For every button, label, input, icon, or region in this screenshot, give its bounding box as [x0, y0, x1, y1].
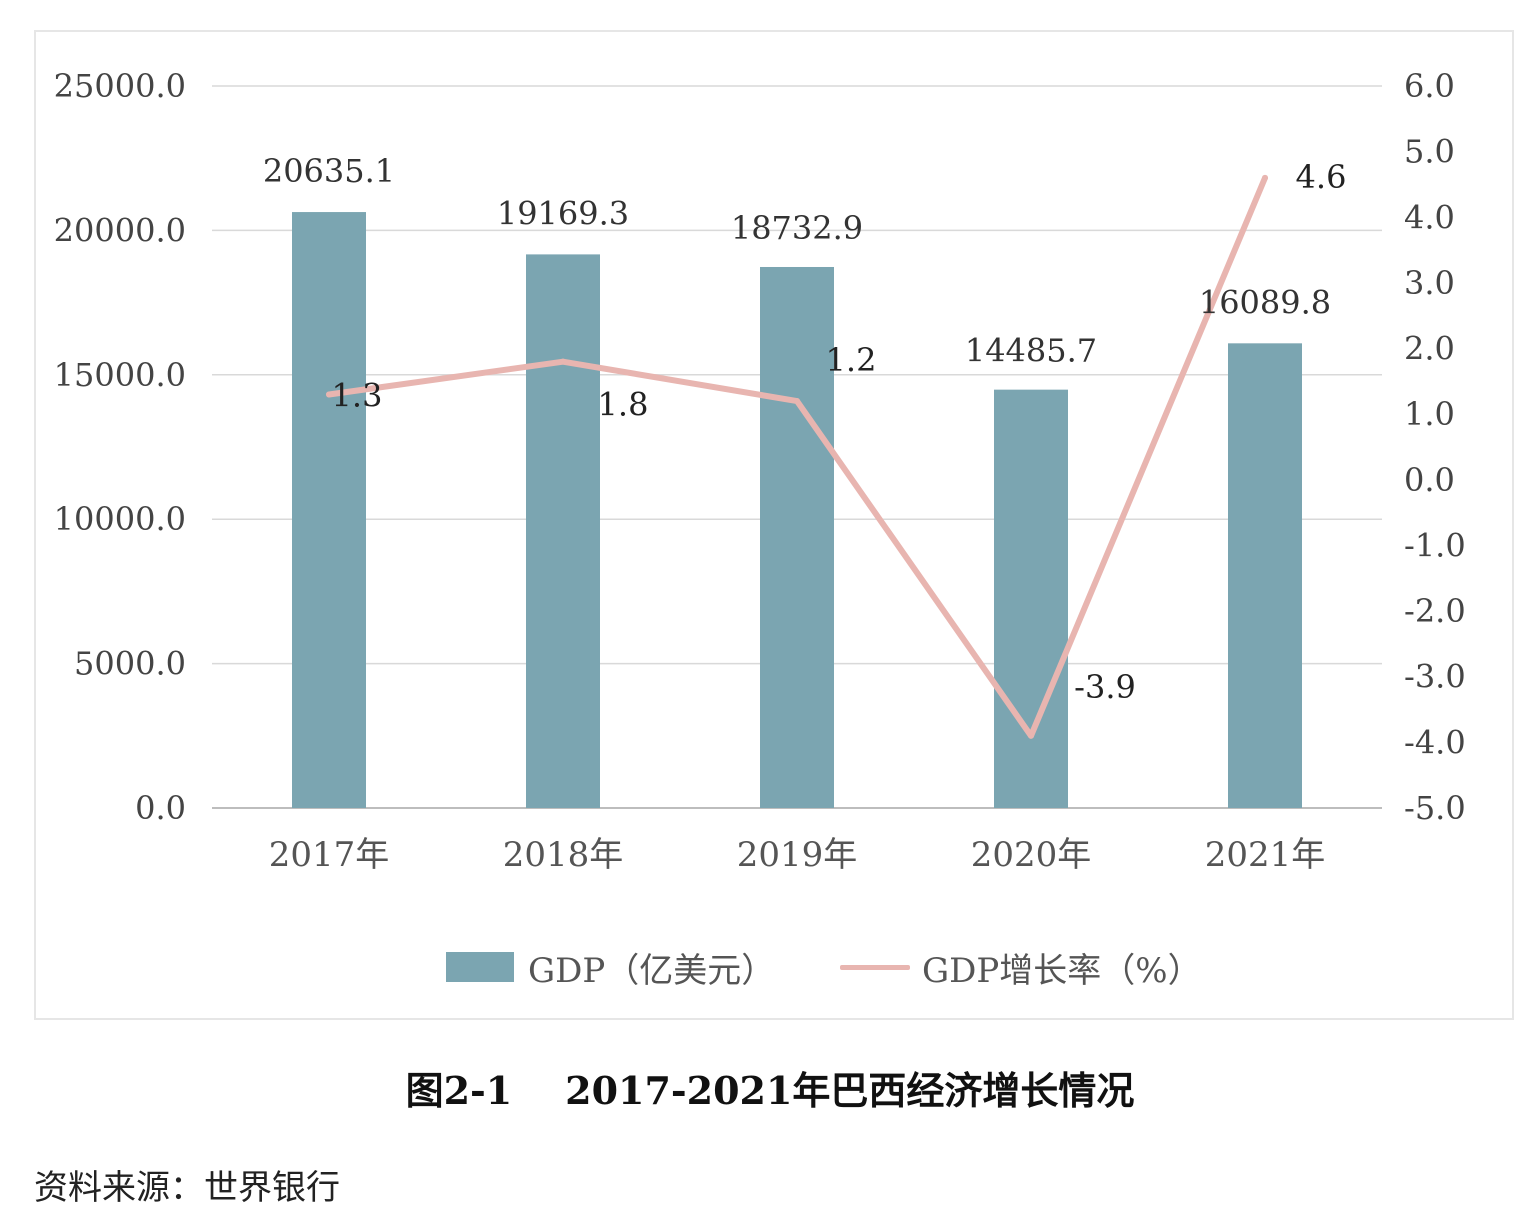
y-right-tick-label: 5.0: [1404, 133, 1455, 171]
bar-data-label: 16089.8: [1199, 283, 1331, 321]
bar-gdp: [994, 389, 1068, 808]
bar-data-label: 14485.7: [965, 332, 1097, 370]
x-tick-label: 2021年: [1205, 835, 1326, 875]
line-point-growth-rate: [1028, 732, 1034, 739]
bar-gdp: [1228, 343, 1302, 808]
y-left-tick-label: 0.0: [135, 789, 186, 827]
bar-gdp: [760, 266, 834, 808]
x-tick-label: 2020年: [971, 835, 1092, 875]
y-right-tick-label: -2.0: [1404, 592, 1466, 630]
x-tick-label: 2018年: [503, 835, 624, 875]
line-data-label: 1.8: [598, 386, 649, 424]
legend-swatch-gdp: [446, 952, 514, 982]
y-left-tick-label: 25000.0: [54, 67, 186, 105]
legend-item-growth-rate: GDP增长率（%）: [840, 945, 1202, 991]
x-tick-label: 2019年: [737, 835, 858, 875]
y-right-tick-label: 3.0: [1404, 264, 1455, 302]
bar-gdp: [292, 212, 366, 808]
bar-data-label: 19169.3: [497, 194, 629, 232]
line-point-growth-rate: [560, 358, 566, 365]
line-data-label: -3.9: [1074, 668, 1136, 706]
legend-label-growth-rate: GDP增长率（%）: [922, 950, 1202, 991]
line-data-label: 1.3: [332, 376, 383, 414]
line-point-growth-rate: [1262, 174, 1268, 181]
y-left-tick-label: 20000.0: [54, 211, 186, 249]
y-right-tick-label: 6.0: [1404, 67, 1455, 105]
line-data-label: 4.6: [1296, 158, 1347, 196]
bar-gdp: [526, 254, 600, 808]
legend-swatch-growth-rate: [840, 964, 910, 970]
bar-data-label: 18732.9: [731, 209, 863, 247]
y-left-tick-label: 5000.0: [74, 645, 186, 683]
x-tick-label: 2017年: [269, 835, 390, 875]
source-note: 资料来源：世界银行: [34, 1168, 340, 1208]
legend-label-gdp: GDP（亿美元）: [528, 950, 776, 991]
legend-item-gdp: GDP（亿美元）: [446, 945, 776, 991]
y-right-tick-label: -5.0: [1404, 789, 1466, 827]
y-right-tick-label: 1.0: [1404, 395, 1455, 433]
line-point-growth-rate: [326, 391, 332, 398]
y-right-tick-label: 0.0: [1404, 461, 1455, 499]
y-left-tick-label: 15000.0: [54, 356, 186, 394]
y-right-tick-label: -3.0: [1404, 658, 1466, 696]
figure-caption: 图2-1 2017-2021年巴西经济增长情况: [405, 1068, 1135, 1113]
y-right-tick-label: -1.0: [1404, 526, 1466, 564]
y-left-tick-label: 10000.0: [54, 500, 186, 538]
y-right-tick-label: 4.0: [1404, 198, 1455, 236]
y-right-tick-label: 2.0: [1404, 330, 1455, 368]
line-point-growth-rate: [794, 398, 800, 405]
y-right-tick-label: -4.0: [1404, 723, 1466, 761]
bar-data-label: 20635.1: [263, 152, 395, 190]
line-data-label: 1.2: [826, 341, 877, 379]
